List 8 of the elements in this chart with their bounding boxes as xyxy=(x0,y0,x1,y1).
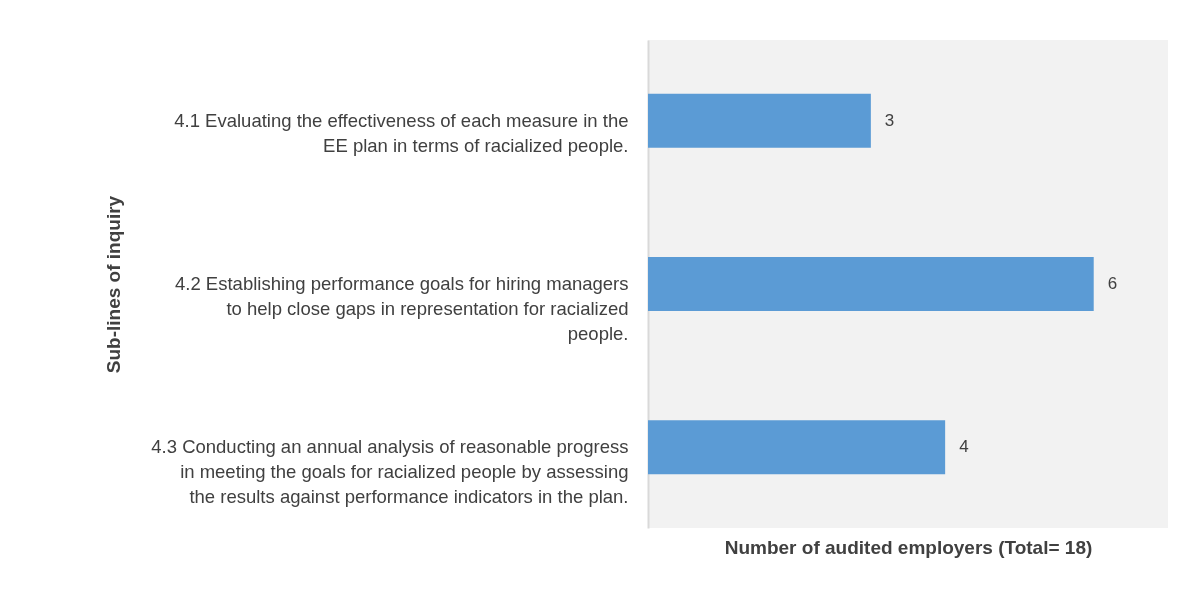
data-label: 6 xyxy=(1107,274,1118,293)
y-axis-title: Sub-lines of inquiry xyxy=(102,195,124,374)
data-label: 4 xyxy=(959,437,969,457)
y-tick-label: 4.2 Establishing performance goals for hiring managers to help close gaps in representation for racialized people. xyxy=(175,273,629,344)
y-tick-label: 4.1 Evaluating the effectiveness of each measure in the EE plan in terms of racialized people. xyxy=(174,109,629,156)
x-axis-title: Number of audited employers (Total= 18) xyxy=(724,536,1093,558)
y-tick-label: 4.3 Conducting an annual analysis of reasonable progress in meeting the goals for racialized people by assessing the results against performance indicators in the plan. xyxy=(151,436,629,508)
data-label: 3 xyxy=(884,110,895,130)
